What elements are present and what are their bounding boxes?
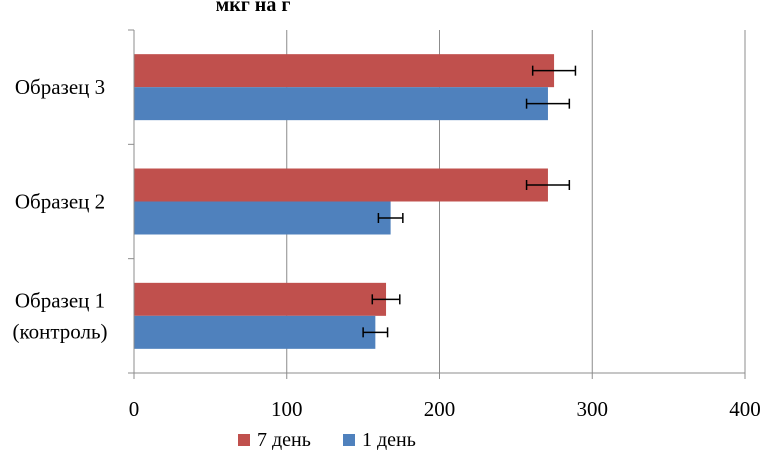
- chart-title: мкг на г: [216, 0, 291, 16]
- legend-label-1: 1 день: [362, 429, 416, 450]
- bar-day7-sample2: [134, 168, 548, 202]
- bar-day7-sample3: [134, 54, 555, 88]
- axes: [128, 29, 746, 379]
- category-label-sample3: Образец 3: [15, 75, 105, 99]
- error-bar-day1-sample1: [362, 327, 389, 338]
- x-tick-label-100: 100: [271, 397, 303, 421]
- x-tick-label-400: 400: [729, 397, 761, 421]
- error-bar-day1-sample2: [377, 213, 404, 223]
- category-label-sample2: Образец 2: [15, 190, 105, 214]
- category-label-sample1: Образец 1: [15, 288, 105, 312]
- error-bars: [362, 65, 577, 338]
- bar-day7-sample1: [134, 282, 387, 316]
- category-label-sample1-line2: (контроль): [12, 319, 107, 343]
- error-bar-day7-sample3: [531, 65, 577, 76]
- bars: [134, 54, 555, 349]
- x-tick-label-200: 200: [424, 397, 456, 421]
- legend-label-0: 7 день: [257, 429, 311, 450]
- category-labels: Образец 1 (контроль) Образец 2 Образец 3: [12, 75, 107, 343]
- x-tick-label-300: 300: [577, 397, 609, 421]
- error-bar-day7-sample1: [371, 294, 401, 305]
- x-tick-label-0: 0: [129, 397, 140, 421]
- legend-swatch-0: [238, 434, 250, 446]
- error-bar-day7-sample2: [525, 180, 571, 190]
- bar-day1-sample1: [134, 315, 376, 349]
- error-bar-day1-sample3: [525, 98, 571, 109]
- bar-day1-sample3: [134, 87, 548, 121]
- legend-swatch-1: [343, 434, 355, 446]
- bar-day1-sample2: [134, 201, 391, 235]
- legend: 7 день 1 день: [238, 429, 416, 450]
- x-tick-labels: 0 100 200 300 400: [129, 397, 761, 421]
